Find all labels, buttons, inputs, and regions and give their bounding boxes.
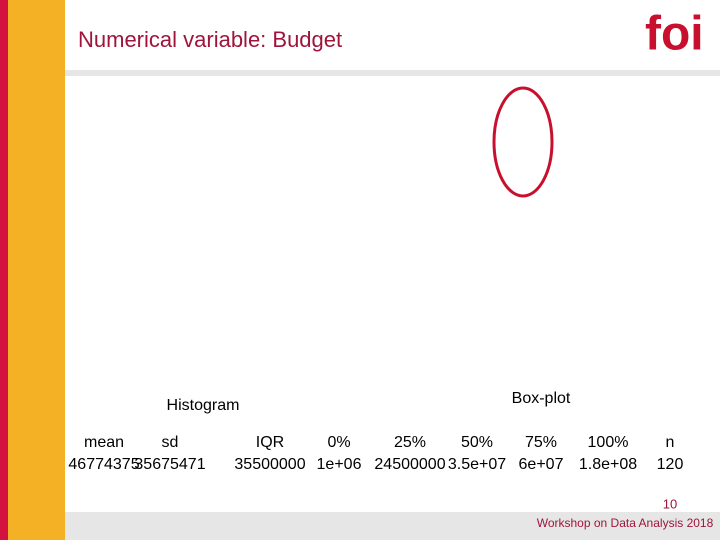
side-stripe-red [0, 0, 8, 540]
title-rule [65, 70, 720, 76]
footer-text: Workshop on Data Analysis 2018 [537, 516, 714, 530]
table-header-cell: sd [162, 434, 179, 451]
table-header-cell: mean [84, 434, 124, 451]
highlight-ellipse [492, 86, 554, 198]
table-header-cell: IQR [256, 434, 284, 451]
side-stripe-yellow [8, 0, 65, 540]
table-cell: 1.8e+08 [579, 456, 637, 473]
footer-bar [65, 512, 720, 540]
page-number: 10 [663, 496, 677, 511]
table-header-cell: 50% [461, 434, 493, 451]
table-cell: 24500000 [374, 456, 445, 473]
table-header-cell: 0% [327, 434, 350, 451]
logo: foi [645, 8, 704, 61]
table-header-cell: 100% [588, 434, 629, 451]
table-header-cell: 25% [394, 434, 426, 451]
histogram-label: Histogram [167, 397, 240, 414]
slide-title: Numerical variable: Budget [78, 27, 342, 52]
table-cell: 46774375 [68, 456, 139, 473]
table-cell: 3.5e+07 [448, 456, 506, 473]
table-cell: 35500000 [234, 456, 305, 473]
table-header-cell: n [666, 434, 675, 451]
table-cell: 6e+07 [519, 456, 564, 473]
boxplot-label: Box-plot [512, 390, 571, 407]
table-cell: 1e+06 [317, 456, 362, 473]
table-header-cell: 75% [525, 434, 557, 451]
table-cell: 35675471 [134, 456, 205, 473]
table-cell: 120 [657, 456, 684, 473]
